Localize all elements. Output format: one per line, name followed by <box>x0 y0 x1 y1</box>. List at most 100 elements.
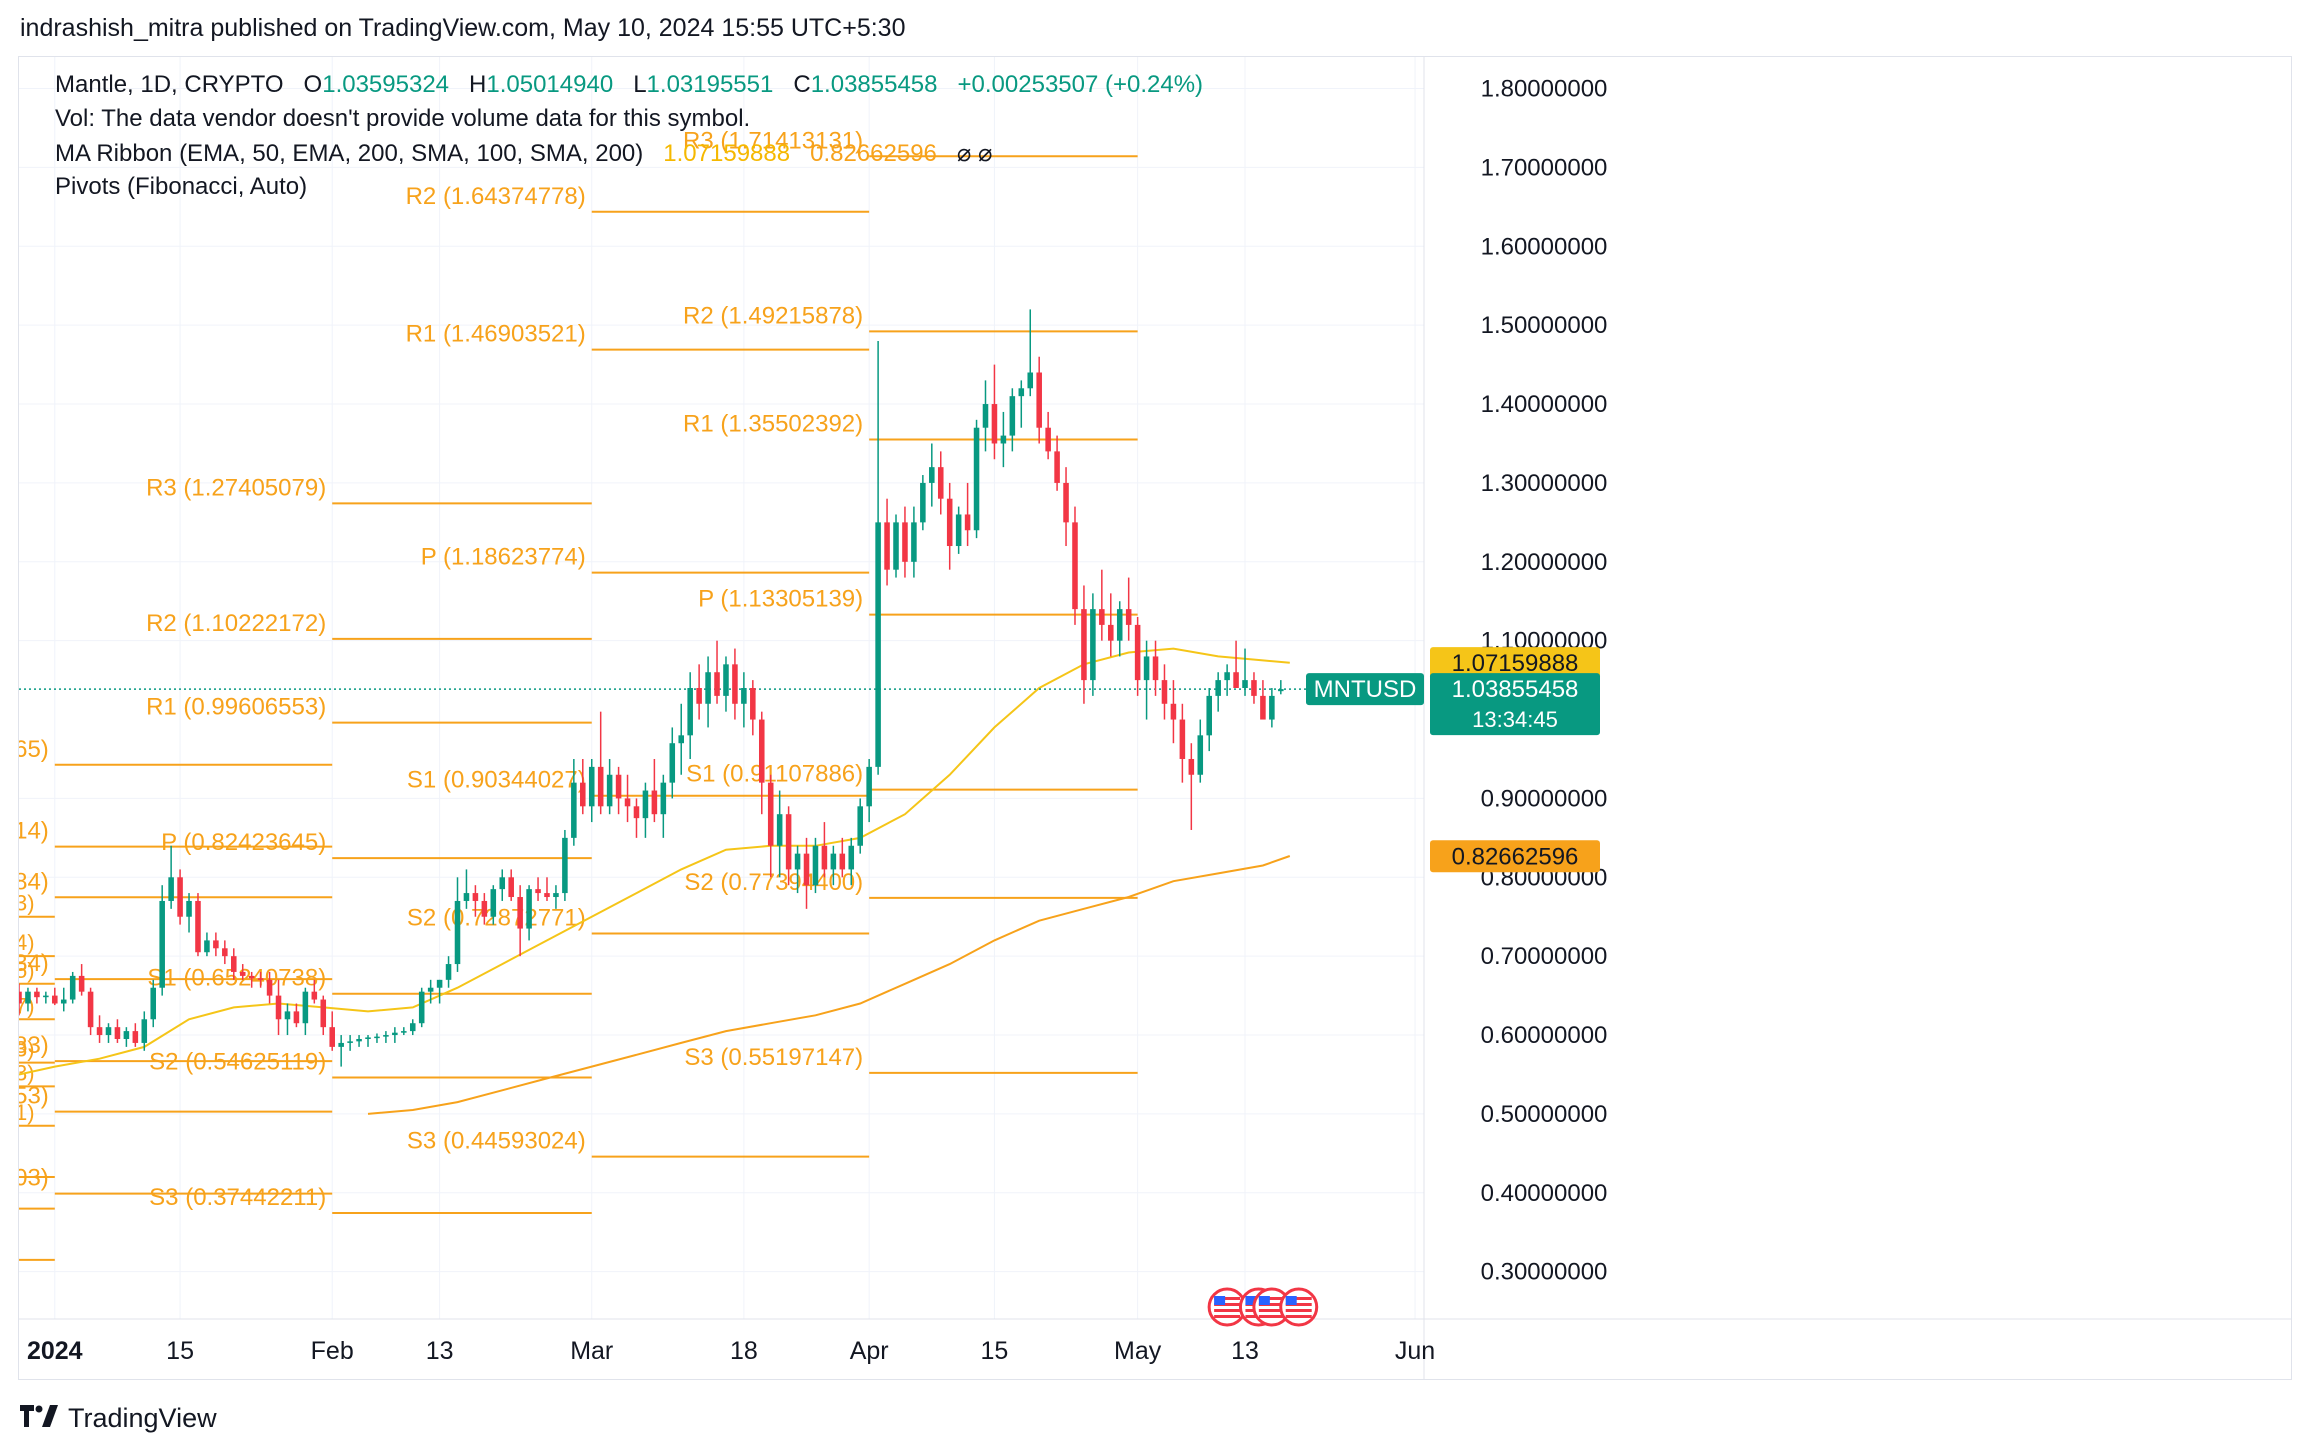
candle-body <box>311 991 318 1000</box>
candle-body <box>526 889 532 929</box>
candle-body <box>463 893 470 901</box>
tradingview-logo-icon <box>20 1402 58 1434</box>
candle-body <box>490 889 497 917</box>
candle-body <box>848 845 855 870</box>
candle-body <box>929 467 935 483</box>
pivot-label-p: P (0.82423645) <box>161 829 326 856</box>
chart-frame: 3)4)5)7)3)3)1)R3 (0.94265765)R2 (0.83882… <box>18 56 2292 1380</box>
candle-body <box>150 987 157 1020</box>
candle-body <box>1036 372 1042 428</box>
candle-body <box>1206 695 1212 736</box>
pivot-label-p: P (0.67083434) <box>19 950 49 977</box>
candle-body <box>222 948 228 957</box>
high-value: 1.05014940 <box>486 71 614 98</box>
candle-body <box>1260 695 1266 720</box>
candle-body <box>758 719 765 783</box>
candle-body <box>60 999 67 1004</box>
candle-body <box>293 1011 300 1024</box>
candle-body <box>1081 609 1087 681</box>
candle-body <box>1197 735 1204 775</box>
candle-body <box>204 940 210 953</box>
candle-body <box>544 893 550 898</box>
candle-body <box>34 991 40 998</box>
candle-body <box>1099 609 1105 625</box>
candle-body <box>1242 680 1248 688</box>
candle-body <box>248 975 255 979</box>
candle-body <box>571 782 577 838</box>
price-label-box <box>1430 647 1600 680</box>
candle-body <box>43 995 49 998</box>
candle-body <box>866 766 872 807</box>
x-tick-label: Mar <box>570 1337 613 1365</box>
candle-body <box>884 522 890 570</box>
candle-body <box>973 427 980 531</box>
us-flag-event-icon[interactable] <box>1279 1287 1319 1327</box>
symbol-label[interactable]: Mantle, 1D, CRYPTO <box>55 71 284 98</box>
candle-body <box>1027 372 1034 389</box>
pivot-label-r2: R2 (1.64374778) <box>406 183 586 210</box>
candle-body <box>723 664 729 696</box>
pivot-label-s1: S1 (0.56699783) <box>19 1032 49 1059</box>
ma-value-1: 1.07159888 <box>663 140 791 167</box>
pivot-fragment-label: 3) <box>19 891 35 916</box>
candle-body <box>633 806 640 819</box>
candle-body <box>732 664 738 704</box>
candle-body <box>284 1011 291 1020</box>
candle-body <box>911 522 917 562</box>
price-label-value: 1.07159888 <box>1452 650 1579 677</box>
candle-body <box>857 806 863 846</box>
legend-pivots[interactable]: Pivots (Fibonacci, Auto) <box>55 173 308 200</box>
candle-body <box>785 814 792 870</box>
candle-body <box>660 782 667 815</box>
pivot-label-s1: S1 (0.90344027) <box>407 767 586 794</box>
x-tick-label: 15 <box>166 1337 194 1365</box>
candle-body <box>893 522 899 570</box>
ma-ribbon-label: MA Ribbon (EMA, 50, EMA, 200, SMA, 100, … <box>55 140 644 167</box>
candle-body <box>1179 719 1186 759</box>
legend-ma-ribbon[interactable]: MA Ribbon (EMA, 50, EMA, 200, SMA, 100, … <box>55 139 992 168</box>
pivot-label-r1: R1 (0.99606553) <box>146 694 326 721</box>
candle-body <box>937 467 944 499</box>
candle-body <box>392 1032 398 1036</box>
pivot-label-s1: S1 (0.65240738) <box>147 965 326 992</box>
pivot-label-s2: S2 (0.77394400) <box>684 869 863 896</box>
x-tick-label: May <box>1114 1337 1162 1365</box>
candle-body <box>96 1027 103 1036</box>
candle-body <box>767 782 774 846</box>
price-label-box <box>1430 840 1600 873</box>
candle-body <box>1251 680 1257 696</box>
pivot-label-s1: S1 (0.91107886) <box>686 761 863 788</box>
candle-body <box>580 782 586 807</box>
candle-body <box>821 845 828 870</box>
x-tick-label: 15 <box>981 1337 1009 1365</box>
candle-body <box>875 522 881 767</box>
candle-body <box>1090 609 1096 681</box>
candle-body <box>472 893 479 901</box>
candle-body <box>114 1027 121 1039</box>
candle-body <box>78 975 85 992</box>
candle-body <box>696 688 702 704</box>
candle-body <box>1170 703 1177 720</box>
candle-body <box>374 1036 380 1039</box>
candle-body <box>839 853 846 870</box>
candle-body <box>517 897 523 929</box>
candle-body <box>982 404 989 428</box>
candle-body <box>920 482 926 523</box>
symbol-tag-box <box>1306 673 1424 706</box>
candle-body <box>615 774 622 799</box>
candle-body <box>1233 672 1239 688</box>
price-label-value: 0.82662596 <box>1452 843 1579 870</box>
price-chart[interactable]: 3)4)5)7)3)3)1)R3 (0.94265765)R2 (0.83882… <box>19 57 2291 1379</box>
close-value: 1.03855458 <box>810 71 938 98</box>
candle-body <box>1009 396 1016 436</box>
candle-body <box>946 498 953 547</box>
candle-body <box>445 964 452 980</box>
y-tick-label: 0.40000000 <box>1481 1180 1608 1207</box>
candle-body <box>481 900 488 917</box>
y-tick-label: 1.60000000 <box>1481 233 1608 260</box>
candle-body <box>803 853 810 886</box>
pivot-fragment-label: 1) <box>19 1100 35 1125</box>
candle-body <box>454 900 461 965</box>
us-flag-event-icon[interactable] <box>1252 1287 1292 1327</box>
price-label-value: 1.03855458 <box>1452 676 1579 703</box>
